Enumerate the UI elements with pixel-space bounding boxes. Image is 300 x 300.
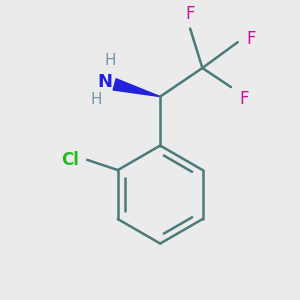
Text: Cl: Cl [61, 151, 79, 169]
Text: H: H [104, 53, 116, 68]
Text: F: F [185, 5, 195, 23]
Text: N: N [97, 73, 112, 91]
Text: H: H [91, 92, 102, 107]
Text: F: F [246, 31, 255, 49]
Text: F: F [239, 90, 249, 108]
Polygon shape [113, 79, 160, 97]
